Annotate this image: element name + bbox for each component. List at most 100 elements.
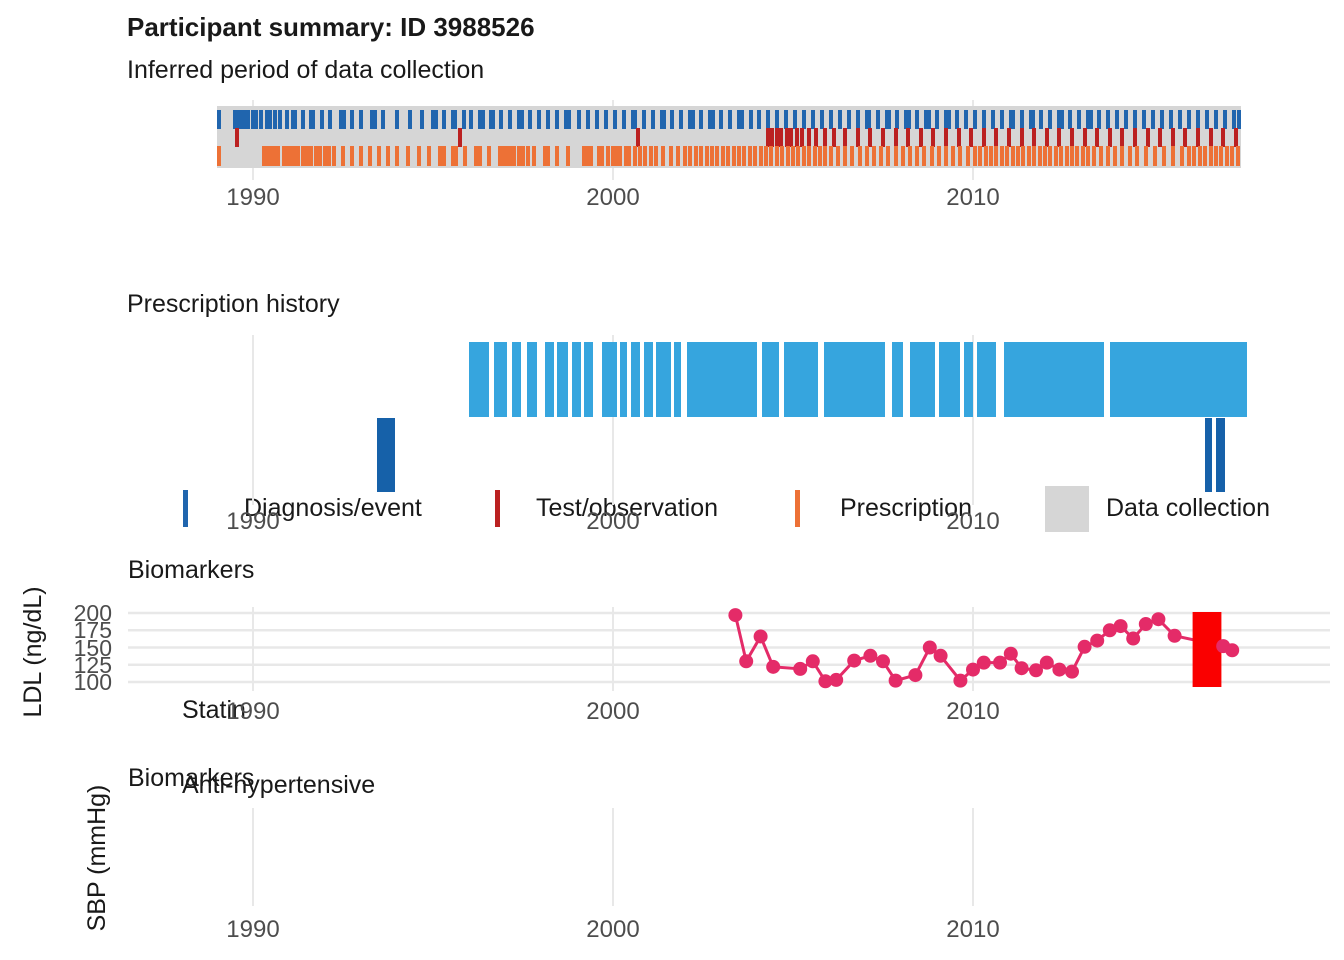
ldl-point bbox=[908, 668, 923, 683]
prescription-tick bbox=[1048, 146, 1053, 166]
test-tick bbox=[458, 128, 462, 147]
statin-bar bbox=[686, 342, 757, 417]
prescription-tick bbox=[427, 146, 432, 166]
prescription-tick bbox=[879, 146, 884, 166]
ldl-point bbox=[976, 655, 991, 670]
diagnosis-tick bbox=[278, 110, 282, 129]
diagnosis-tick bbox=[1086, 110, 1091, 129]
test-tick bbox=[1183, 128, 1188, 147]
timeline-legend: Diagnosis/event Test/observation Prescri… bbox=[0, 240, 1344, 532]
prescription-tick bbox=[1192, 146, 1197, 166]
ldl-point bbox=[966, 662, 980, 677]
diagnosis-tick bbox=[488, 110, 493, 129]
diagnosis-tick bbox=[1077, 110, 1082, 129]
diagnosis-tick bbox=[585, 110, 590, 129]
diagnosis-tick bbox=[621, 110, 626, 129]
legend-label-prescription: Prescription bbox=[840, 494, 972, 522]
test-tick bbox=[944, 128, 948, 147]
statin-bar bbox=[1003, 342, 1105, 417]
test-tick bbox=[1233, 128, 1238, 147]
diagnosis-tick bbox=[245, 110, 250, 129]
x-tick-label: 1990 bbox=[226, 698, 280, 725]
prescription-tick bbox=[843, 146, 848, 166]
prescription-tick bbox=[1026, 146, 1031, 166]
prescription-tick bbox=[521, 146, 525, 166]
x-tick-label: 2010 bbox=[946, 508, 1000, 535]
prescription-tick bbox=[764, 146, 768, 166]
test-tick bbox=[893, 128, 898, 147]
ldl-point bbox=[1151, 612, 1166, 627]
test-tick bbox=[994, 128, 999, 147]
test-tick bbox=[794, 128, 799, 147]
diagnosis-tick bbox=[904, 110, 909, 129]
prescription-tick bbox=[585, 146, 590, 166]
ldl-point bbox=[766, 659, 781, 674]
test-tick bbox=[1057, 128, 1062, 147]
diagnosis-tick bbox=[1223, 110, 1227, 129]
prescription-chart: Statin Anti-hypertensive 1990 2000 2010 bbox=[0, 330, 1344, 799]
diagnosis-tick bbox=[927, 110, 932, 129]
prescription-tick bbox=[308, 146, 313, 166]
diagnosis-tick bbox=[238, 110, 243, 129]
prescription-tick bbox=[994, 146, 999, 166]
diagnosis-tick bbox=[1133, 110, 1137, 129]
diagnosis-tick bbox=[783, 110, 788, 129]
diagnosis-tick bbox=[285, 110, 290, 129]
legend-label-diagnosis: Diagnosis/event bbox=[244, 494, 422, 522]
prescription-chart-title: Prescription history bbox=[127, 290, 340, 318]
prescription-tick bbox=[999, 146, 1004, 166]
prescription-tick bbox=[1127, 146, 1132, 166]
x-tick-label: 1990 bbox=[226, 184, 280, 211]
row-label-antihypertensive: Anti-hypertensive bbox=[182, 771, 376, 799]
prescription-tick bbox=[915, 146, 920, 166]
prescription-tick bbox=[261, 146, 266, 166]
diagnosis-tick bbox=[453, 110, 458, 129]
diagnosis-tick bbox=[944, 110, 948, 129]
test-tick bbox=[1032, 128, 1037, 147]
diagnosis-tick bbox=[1060, 110, 1065, 129]
ldl-plot-area bbox=[128, 607, 1330, 691]
statin-bar bbox=[964, 342, 973, 417]
test-tick bbox=[800, 128, 804, 147]
diagnosis-tick bbox=[708, 110, 713, 129]
diagnosis-tick bbox=[311, 110, 316, 129]
diagnosis-tick bbox=[990, 110, 995, 129]
test-tick bbox=[784, 128, 789, 147]
diagnosis-tick bbox=[659, 110, 664, 129]
prescription-tick bbox=[978, 146, 983, 166]
legend-label-collection: Data collection bbox=[1106, 494, 1270, 522]
prescription-tick bbox=[951, 146, 956, 166]
timeline-chart: 1990 2000 2010 bbox=[0, 96, 1344, 216]
antihypertensive-bar bbox=[377, 418, 396, 492]
diagnosis-tick bbox=[1106, 110, 1110, 129]
diagnosis-tick bbox=[441, 110, 446, 129]
prescription-tick bbox=[643, 146, 648, 166]
diagnosis-tick bbox=[895, 110, 900, 129]
diagnosis-tick bbox=[819, 110, 824, 129]
prescription-tick bbox=[1043, 146, 1047, 166]
statin-bar bbox=[571, 342, 581, 417]
highlight-rect bbox=[1192, 612, 1222, 687]
diagnosis-tick bbox=[328, 110, 333, 129]
prescription-tick bbox=[893, 146, 898, 166]
prescription-tick bbox=[801, 146, 806, 166]
diagnosis-tick bbox=[855, 110, 860, 129]
ldl-point bbox=[1102, 623, 1117, 638]
diagnosis-tick bbox=[1160, 110, 1164, 129]
prescription-tick bbox=[1075, 146, 1080, 166]
diagnosis-tick bbox=[508, 110, 513, 129]
diagnosis-tick bbox=[1214, 110, 1218, 129]
diagnosis-tick bbox=[339, 110, 344, 129]
test-tick bbox=[234, 128, 239, 147]
diagnosis-tick bbox=[792, 110, 797, 129]
diagnosis-tick bbox=[433, 110, 438, 129]
prescription-tick bbox=[272, 146, 277, 166]
y-tick-label: 150 bbox=[73, 634, 112, 661]
antihypertensive-bar bbox=[1216, 418, 1225, 492]
test-tick bbox=[1145, 128, 1150, 147]
diagnosis-tick bbox=[350, 110, 354, 129]
test-tick bbox=[906, 128, 911, 147]
x-tick-label: 2010 bbox=[946, 698, 1000, 725]
diagnosis-tick bbox=[670, 110, 675, 129]
diagnosis-tick bbox=[719, 110, 723, 129]
